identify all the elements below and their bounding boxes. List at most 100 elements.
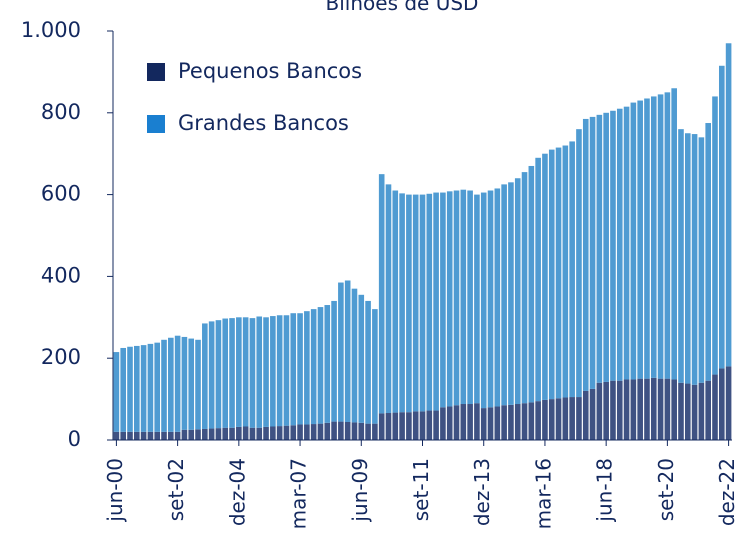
- bar-segment: [542, 399, 548, 440]
- bar-segment: [589, 388, 596, 440]
- bar-segment: [324, 422, 331, 440]
- bar-segment: [358, 422, 365, 440]
- bar-segment: [555, 147, 562, 399]
- bar-segment: [147, 343, 154, 432]
- bar-segment: [392, 190, 399, 413]
- x-tick-label: mar-07: [287, 458, 311, 529]
- bar-segment: [637, 100, 643, 379]
- bar-segment: [650, 96, 657, 378]
- bar-segment: [419, 194, 426, 412]
- bar-segment: [548, 399, 555, 440]
- bar-segment: [528, 165, 535, 403]
- bar-segment: [548, 149, 555, 400]
- bar-segment: [603, 381, 609, 440]
- legend-label: Pequenos Bancos: [178, 59, 362, 83]
- bar-segment: [344, 280, 351, 423]
- bar-segment: [140, 431, 147, 440]
- bar-segment: [664, 92, 671, 379]
- bar-segment: [174, 335, 181, 432]
- bar-segment: [236, 317, 242, 427]
- bar-segment: [440, 192, 446, 408]
- bar-segment: [514, 404, 521, 440]
- bar-segment: [521, 403, 528, 440]
- bar-segment: [365, 423, 371, 440]
- bar-segment: [480, 192, 487, 409]
- bar-segment: [684, 383, 691, 440]
- bar-segment: [215, 428, 222, 440]
- bar-segment: [569, 397, 575, 440]
- bar-segment: [222, 318, 229, 428]
- bar-segment: [596, 382, 603, 440]
- bar-segment: [610, 380, 616, 440]
- bar-segment: [120, 431, 127, 440]
- bar-segment: [195, 339, 201, 430]
- bar-segment: [712, 374, 718, 440]
- bar-segment: [242, 426, 249, 440]
- bar-segment: [161, 431, 167, 440]
- bar-segment: [508, 182, 514, 405]
- bar-segment: [134, 345, 140, 432]
- bar-segment: [399, 412, 405, 440]
- x-tick-label: jun-09: [348, 458, 372, 523]
- bar-segment: [147, 431, 154, 440]
- bar-segment: [671, 379, 677, 440]
- bar-segment: [344, 422, 351, 440]
- bar-segment: [705, 380, 711, 440]
- bar-segment: [501, 405, 507, 440]
- bar-segment: [650, 377, 657, 440]
- bar-segment: [310, 309, 317, 425]
- bar-segment: [616, 380, 623, 440]
- bar-segment: [705, 123, 711, 381]
- bar-segment: [718, 65, 725, 369]
- bar-segment: [521, 172, 528, 404]
- bar-segment: [208, 428, 215, 440]
- bar-segment: [195, 429, 201, 440]
- y-tick-label: 0: [68, 427, 81, 451]
- bar-segment: [270, 426, 276, 440]
- bar-segment: [637, 378, 643, 440]
- bar-segment: [304, 424, 310, 440]
- bar-segment: [412, 194, 419, 412]
- bar-segment: [446, 191, 453, 407]
- bar-segment: [310, 424, 317, 440]
- bar-segment: [385, 184, 392, 414]
- bar-segment: [691, 134, 698, 385]
- y-tick-label: 800: [41, 100, 81, 124]
- bar-segment: [698, 382, 705, 440]
- bar-segment: [140, 345, 147, 432]
- chart-title: Bilhões de USD: [326, 0, 479, 15]
- bar-segment: [331, 421, 337, 440]
- bar-segment: [644, 98, 650, 379]
- bar-segment: [283, 425, 290, 440]
- y-tick-label: 1.000: [21, 18, 81, 42]
- bar-segment: [698, 137, 705, 383]
- bar-segment: [161, 339, 167, 432]
- bar-segment: [630, 379, 637, 440]
- bar-segment: [290, 313, 297, 426]
- bar-segment: [603, 112, 609, 382]
- bar-segment: [297, 313, 303, 425]
- bar-segment: [378, 174, 385, 414]
- bar-segment: [317, 423, 324, 440]
- bar-segment: [372, 423, 378, 440]
- bar-segment: [589, 116, 596, 389]
- bar-segment: [304, 311, 310, 425]
- bar-segment: [419, 411, 426, 440]
- bar-segment: [249, 318, 256, 428]
- bar-segment: [664, 378, 671, 440]
- bar-segment: [610, 110, 616, 381]
- legend-swatch: [147, 115, 165, 133]
- bar-segment: [474, 403, 480, 440]
- bar-segment: [283, 315, 290, 426]
- bar-segment: [372, 309, 378, 424]
- bar-segment: [168, 431, 174, 440]
- bar-segment: [297, 424, 303, 440]
- bar-segment: [582, 390, 589, 440]
- legend-swatch: [147, 63, 165, 81]
- bar-segment: [181, 336, 188, 430]
- bar-segment: [433, 192, 439, 411]
- bar-segment: [412, 411, 419, 440]
- bar-segment: [202, 323, 208, 429]
- bar-segment: [113, 431, 120, 440]
